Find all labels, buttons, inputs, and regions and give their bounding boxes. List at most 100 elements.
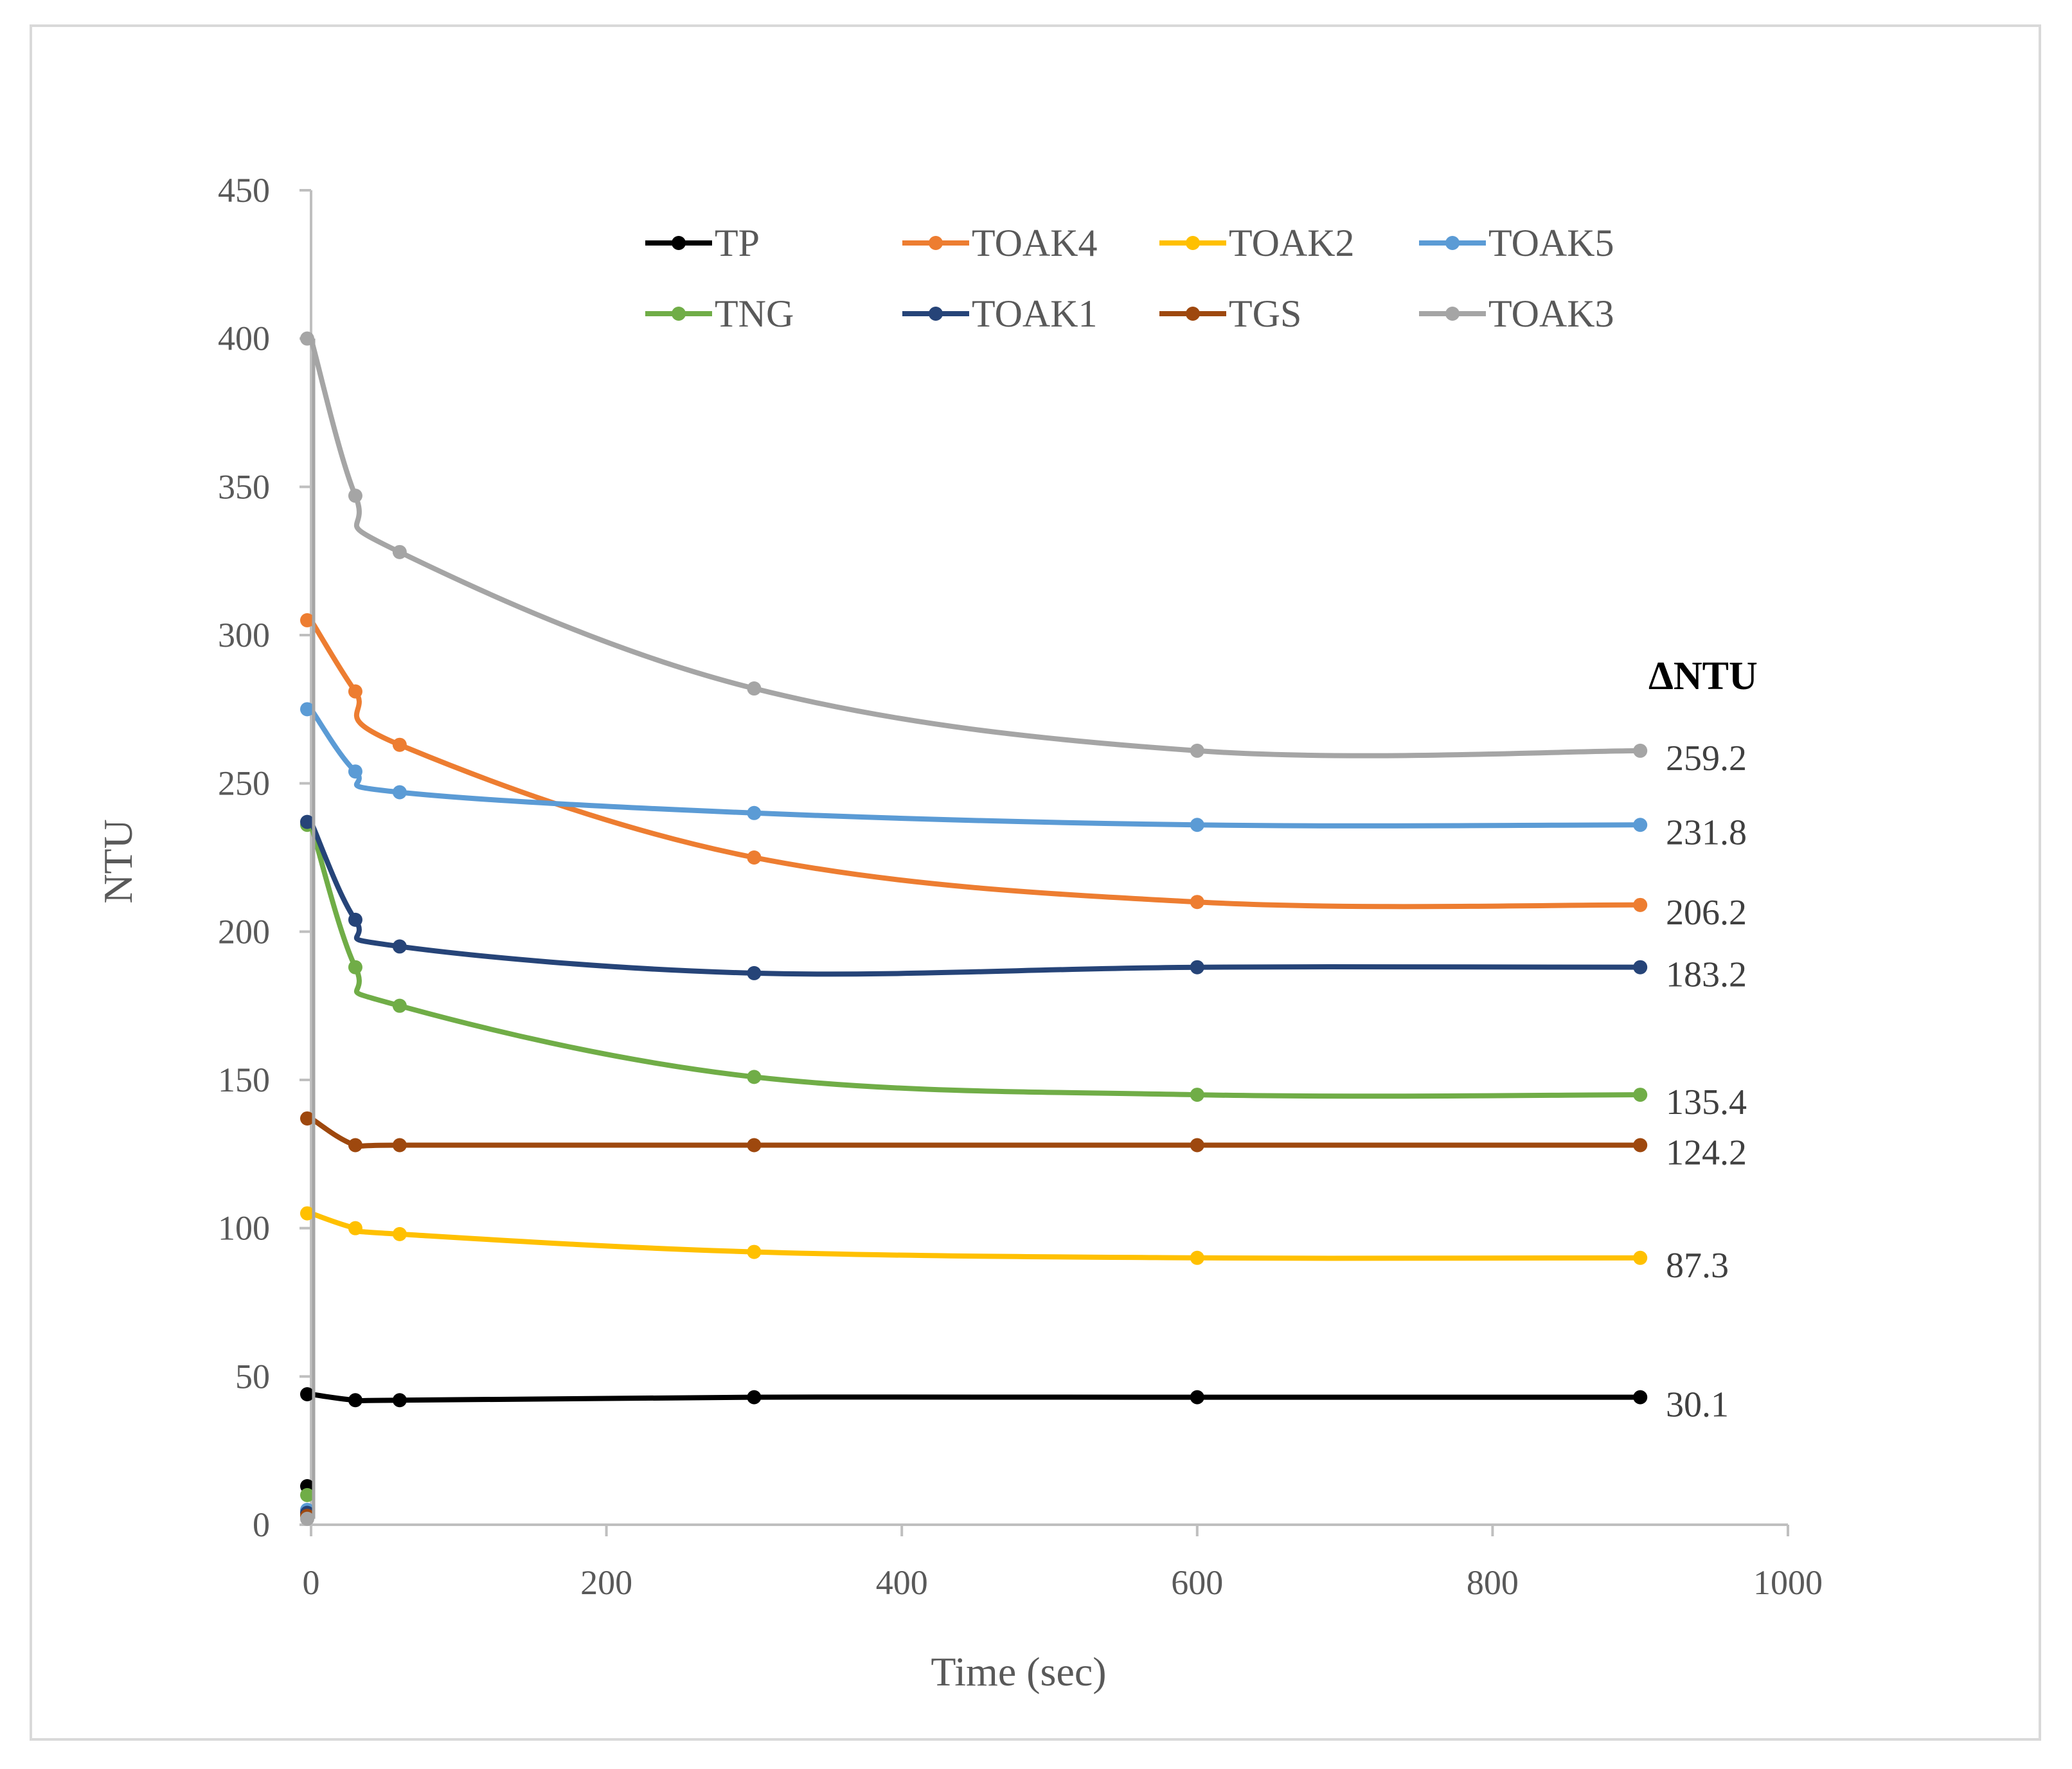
data-point [1190,1088,1204,1102]
data-point [392,544,407,559]
series-toak3 [300,331,1648,1526]
data-point [392,1138,407,1153]
legend-label: TP [715,222,760,264]
data-point [300,1206,314,1221]
delta-ntu-label: 183.2 [1666,955,1747,995]
series-line-toak1 [308,819,1643,977]
y-tick-label: 250 [218,764,270,803]
legend-swatch-marker [1186,236,1200,250]
x-tick-label: 600 [1171,1563,1223,1602]
axes: 0 200 400 600 800 1000 0 50 100 150 200 250 300 350 40… [218,171,1823,1602]
data-point [392,998,407,1013]
legend-item-toak5: TOAK5 [1419,222,1614,264]
legend-swatch-marker [929,307,943,321]
data-point [392,785,407,800]
y-tick-label: 100 [218,1209,270,1248]
legend-item-toak3: TOAK3 [1419,292,1614,335]
chart-frame [30,24,2041,1741]
legend-label: TNG [715,292,794,335]
delta-ntu-label: 259.2 [1666,739,1747,778]
data-point [1190,895,1204,910]
data-point [300,814,314,829]
data-point [300,613,314,627]
series-line-tgs [308,1115,1643,1150]
data-point [1633,960,1648,974]
data-point [348,764,362,779]
legend-label: TOAK1 [972,292,1098,335]
data-point [747,850,762,865]
data-point [747,805,762,820]
data-point [348,1221,362,1235]
x-axis-title: Time (sec) [931,1649,1106,1694]
data-point [747,1390,762,1405]
data-point [747,1138,762,1153]
data-point [1633,1088,1648,1102]
series-layer [300,331,1648,1526]
series-toak1 [300,814,1648,1520]
data-point [1190,1138,1204,1153]
data-point [300,1111,314,1126]
delta-ntu-label: 87.3 [1666,1246,1729,1286]
legend-label: TGS [1229,292,1301,335]
data-point [392,1226,407,1241]
delta-ntu-label: 124.2 [1666,1133,1747,1172]
data-point [300,1511,314,1526]
series-toak4 [300,613,1648,1520]
series-line-toak3 [308,336,1643,759]
data-point [747,1070,762,1084]
x-tick-label: 800 [1467,1563,1519,1602]
data-point [1633,1250,1648,1265]
series-tp [300,1387,1648,1494]
data-point [348,489,362,503]
y-tick-label: 450 [218,171,270,210]
data-point [300,331,314,346]
data-point [1190,1250,1204,1265]
data-point [348,912,362,927]
data-point [392,1393,407,1408]
legend-item-toak4: TOAK4 [902,222,1098,264]
x-tick-label: 0 [303,1563,320,1602]
y-tick-label: 300 [218,616,270,654]
y-tick-label: 0 [253,1505,270,1544]
delta-ntu-label: 135.4 [1666,1082,1747,1122]
legend-label: TOAK3 [1488,292,1614,335]
series-line-toak2 [308,1210,1643,1261]
data-point [1190,743,1204,758]
legend: TP TOAK4 TOAK2 TOAK5 TNG TOAK1 TGS TOAK3 [645,222,1614,335]
delta-ntu-heading: ΔNTU [1648,654,1758,698]
x-tick-label: 200 [580,1563,632,1602]
data-point [747,1244,762,1259]
legend-item-toak2: TOAK2 [1159,222,1355,264]
delta-labels: 259.2 231.8 206.2 183.2 135.4 124.2 87.3 30.1 [1666,739,1747,1425]
series-tgs [300,1111,1648,1523]
y-tick-label: 50 [235,1357,270,1396]
delta-ntu-label: 30.1 [1666,1385,1729,1425]
data-point [348,1138,362,1153]
legend-item-tp: TP [645,222,760,264]
legend-swatch-marker [672,236,686,250]
data-point [300,1387,314,1402]
delta-ntu-label: 231.8 [1666,813,1747,852]
y-tick-label: 350 [218,467,270,506]
y-tick-label: 200 [218,912,270,951]
data-point [747,681,762,696]
data-point [747,965,762,980]
legend-label: TOAK2 [1229,222,1355,264]
series-line-tp [308,1392,1643,1404]
data-point [300,702,314,717]
y-axis-title: NTU [95,819,141,904]
data-point [1190,1390,1204,1405]
legend-swatch-marker [929,236,943,250]
series-line-toak5 [308,706,1643,829]
legend-label: TOAK4 [972,222,1098,264]
legend-swatch-marker [1445,236,1460,250]
legend-swatch-marker [1445,307,1460,321]
data-point [1190,818,1204,832]
data-point [1633,743,1648,758]
data-point [348,1393,362,1408]
data-point [348,684,362,699]
data-point [1190,960,1204,974]
legend-swatch-marker [672,307,686,321]
delta-ntu-label: 206.2 [1666,893,1747,933]
